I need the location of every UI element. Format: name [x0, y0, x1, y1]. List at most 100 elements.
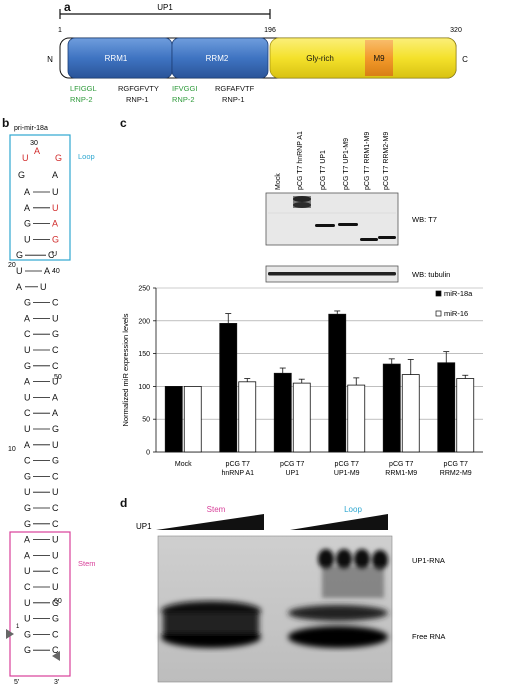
loop-box [9, 134, 71, 261]
bar-mir18a [273, 372, 292, 453]
rrm2-rnp1-seq: RGFAFVTF [215, 84, 255, 93]
base-pair-right-nt: A [52, 408, 58, 418]
rrm1-rnp1-name: RNP-1 [126, 95, 149, 104]
pri-mir-title: pri-mir-18a [14, 125, 48, 132]
n-terminus-label: N [47, 55, 53, 64]
base-pair-left-nt: U [24, 392, 31, 402]
base-pair-left-nt: C [24, 329, 31, 339]
base-pair-right-nt: U [52, 377, 59, 387]
base-pair-left-nt: U [24, 566, 31, 576]
nt-number-20: 20 [8, 262, 16, 269]
x-category-label: pCG T7 [226, 461, 250, 468]
emsa-panel: Stem Loop UP1 UP1-RNA Free RNA [136, 505, 445, 683]
base-pair-left-nt: A [24, 187, 30, 197]
emsa-stem-label: Stem [207, 505, 226, 514]
base-pair-left-nt: G [24, 645, 31, 655]
cleavage-arrow-right-icon [52, 651, 60, 661]
base-pair-left-nt: C [24, 582, 31, 592]
base-pair-left-nt: U [24, 598, 31, 608]
position-start: 1 [58, 27, 62, 34]
t7-band-rrm1-m9 [360, 238, 378, 241]
base-pair-left-nt: C [24, 408, 31, 418]
base-pair-left-nt: U [24, 234, 31, 244]
rrm1-label: RRM1 [105, 54, 128, 63]
base-pair-left-nt: U [24, 424, 31, 434]
loop-nt: G [18, 170, 25, 180]
stem-free-rna-bands [161, 601, 261, 648]
m9-domain [365, 40, 393, 76]
tubulin-band [268, 272, 396, 276]
base-pair-right-nt: C [52, 361, 59, 371]
nt-number-30: 30 [30, 140, 38, 147]
nt-number-50: 50 [54, 374, 62, 381]
panel-label-d: d [120, 496, 128, 510]
nt-number-60: 60 [54, 598, 62, 605]
wb-t7-label: WB: T7 [412, 215, 437, 224]
base-pair-right-nt: U [52, 535, 59, 545]
x-category-label: RRM1-M9 [385, 470, 417, 477]
position-end: 320 [450, 27, 462, 34]
three-prime-end: 3′ [54, 679, 60, 685]
y-tick-label: 150 [138, 351, 150, 358]
x-category-label: UP1-M9 [334, 470, 360, 477]
x-category-label: pCG T7 [335, 461, 359, 468]
base-pair-left-nt: G [24, 503, 31, 513]
bar-mir16 [183, 386, 202, 453]
base-pair-left-nt: U [24, 614, 31, 624]
panel-label-b: b [2, 116, 10, 130]
rrm2-label: RRM2 [206, 54, 229, 63]
nt-number-1: 1 [16, 624, 20, 630]
base-pair-right-nt: U [52, 440, 59, 450]
emsa-up1-label: UP1 [136, 522, 152, 531]
panel-label-c: c [120, 116, 127, 130]
five-prime-end: 5′ [14, 679, 20, 685]
blot-lane-label: pCG T7 UP1-M9 [343, 138, 350, 190]
blot-lane-labels: Mock pCG T7 hnRNP A1 pCG T7 UP1 pCG T7 UP1-… [275, 131, 390, 190]
base-pair-left-nt: A [24, 440, 30, 450]
base-pair-left-nt: G [24, 219, 31, 229]
panel-label-a: a [64, 0, 71, 14]
rrm2-rnp2-name: RNP-2 [172, 95, 195, 104]
base-pair-right-nt: U [52, 187, 59, 197]
base-pair-left-nt: G [16, 250, 23, 260]
domain-diagram: UP1 1 196 320 N C RRM1 RRM2 Gly-rich M9 … [47, 3, 468, 104]
base-pair-left-nt: C [24, 456, 31, 466]
base-pair-right-nt: C [52, 298, 59, 308]
base-pair-right-nt: G [52, 424, 59, 434]
t7-band-up1 [315, 224, 335, 227]
bar-mir18a [328, 313, 347, 453]
base-pair-right-nt: C [52, 519, 59, 529]
rrm1-rnp2-name: RNP-2 [70, 95, 93, 104]
base-pair-left-nt: A [24, 377, 30, 387]
rrm1-rnp1-seq: RGFGFVTY [118, 84, 159, 93]
base-pair-left-nt: G [24, 298, 31, 308]
cleavage-arrow-left-icon [6, 629, 14, 639]
base-pair-right-nt: C [52, 503, 59, 513]
base-pair-right-nt: G [52, 234, 59, 244]
x-category-label: pCG T7 [389, 461, 413, 468]
bar-mir18a [164, 386, 183, 453]
bar-mir16 [456, 378, 475, 453]
base-pair-right-nt: A [52, 392, 58, 402]
stem-titration-wedge [156, 514, 264, 530]
base-pair-left-nt: U [24, 345, 31, 355]
base-pair-left-nt: G [24, 361, 31, 371]
y-tick-label: 0 [146, 450, 150, 457]
base-pair-right-nt: C [52, 566, 59, 576]
base-pair-right-nt: U [52, 313, 59, 323]
base-pair-right-nt: C [52, 629, 59, 639]
base-pair-left-nt: G [24, 519, 31, 529]
